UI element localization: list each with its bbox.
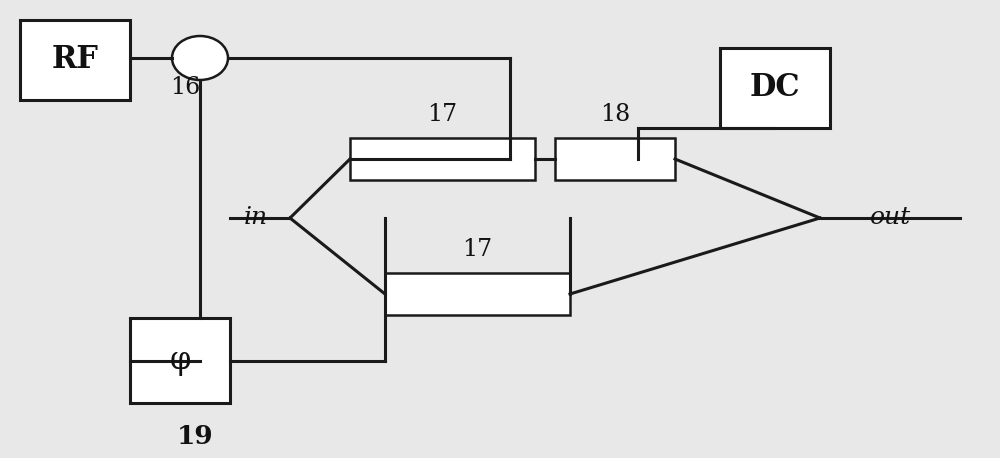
Text: 17: 17 <box>427 103 458 126</box>
Bar <box>720 48 830 128</box>
Bar <box>350 138 535 180</box>
Text: 16: 16 <box>170 76 200 99</box>
Text: 19: 19 <box>177 424 213 448</box>
Bar <box>130 318 230 403</box>
Ellipse shape <box>172 36 228 80</box>
Bar <box>555 138 675 180</box>
Text: 17: 17 <box>462 238 493 261</box>
Text: φ: φ <box>169 345 191 376</box>
Text: RF: RF <box>52 44 98 76</box>
Text: 18: 18 <box>600 103 630 126</box>
Text: DC: DC <box>750 72 800 104</box>
Bar <box>385 273 570 315</box>
Text: out: out <box>870 207 911 229</box>
Bar <box>20 20 130 100</box>
Text: in: in <box>244 207 268 229</box>
